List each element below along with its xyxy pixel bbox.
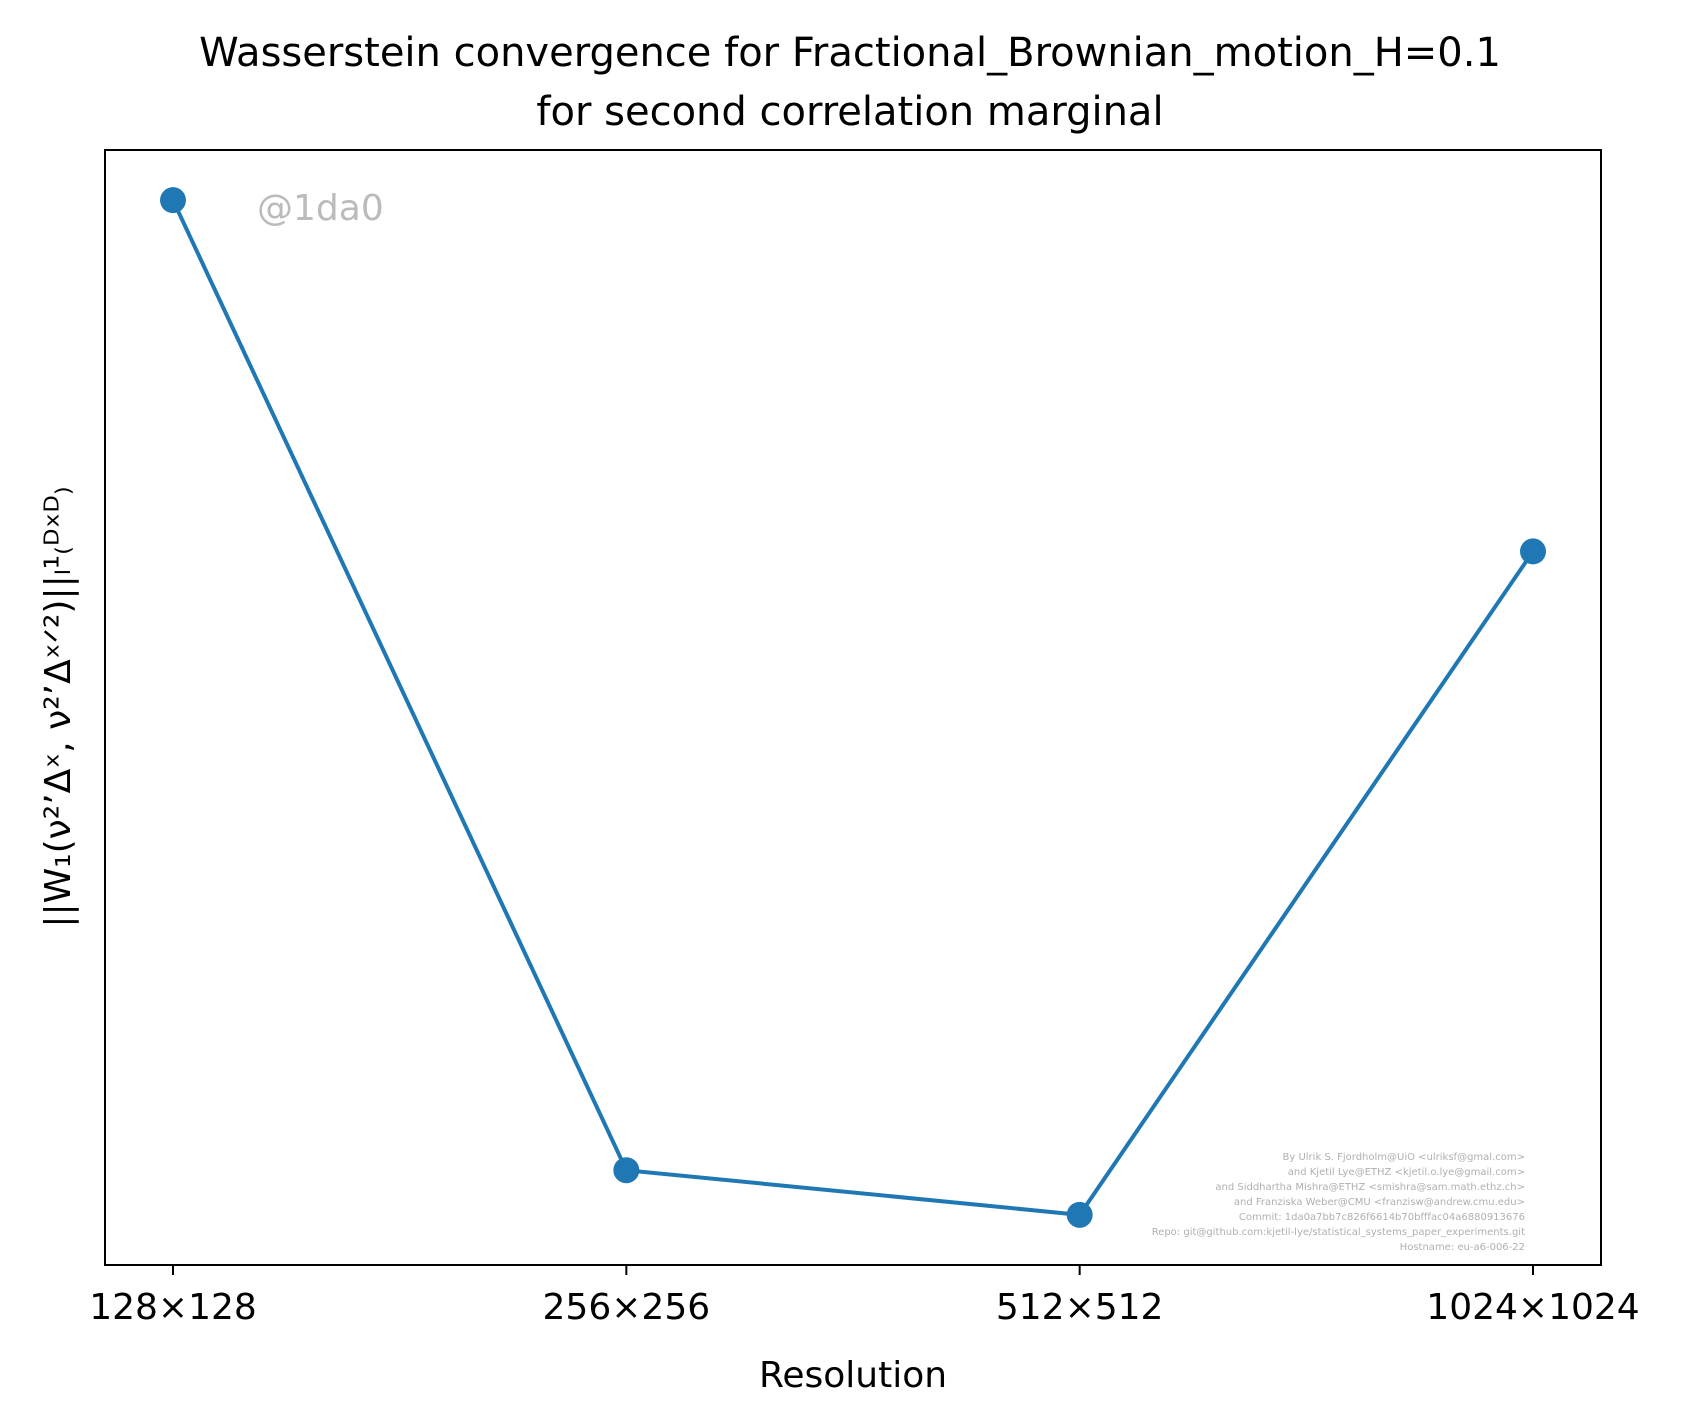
series-group xyxy=(160,187,1546,1228)
credit-line: Repo: git@github.com:kjetil-lye/statisti… xyxy=(1152,1227,1525,1238)
data-point xyxy=(160,187,186,214)
data-point xyxy=(1066,1201,1093,1228)
x-tick-label: 1024×1024 xyxy=(1426,1287,1639,1328)
chart-title-line-2: for second correlation marginal xyxy=(536,89,1163,135)
x-tick-label: 256×256 xyxy=(543,1287,711,1328)
data-point xyxy=(613,1157,640,1184)
x-axis-label: Resolution xyxy=(759,1355,947,1396)
data-point xyxy=(1520,538,1546,565)
credit-line: Commit: 1da0a7bb7c826f6614b70bfffac04a68… xyxy=(1239,1212,1525,1223)
credit-line: and Siddhartha Mishra@ETHZ <smishra@sam.… xyxy=(1215,1182,1525,1193)
chart-title-line-1: Wasserstein convergence for Fractional_B… xyxy=(199,30,1501,76)
credit-line: By Ulrik S. Fjordholm@UiO <ulriksf@gmal.… xyxy=(1283,1152,1526,1163)
plot-area-frame xyxy=(104,149,1602,1266)
x-tick-label: 512×512 xyxy=(996,1287,1164,1328)
credit-line: and Kjetil Lye@ETHZ <kjetil.o.lye@gmail.… xyxy=(1288,1167,1525,1178)
credit-line: and Franziska Weber@CMU <franzisw@andrew… xyxy=(1234,1197,1525,1208)
y-axis-label: ||W₁(ν²ʼΔˣ, ν²ʼΔˣᐟ²)||ₗ¹₍ᴰˣᴰ₎ xyxy=(38,486,79,927)
x-tick-label: 128×128 xyxy=(89,1287,257,1328)
credit-line: Hostname: eu-a6-006-22 xyxy=(1400,1242,1525,1253)
x-axis-ticks: 128×128 256×256 512×512 1024×1024 xyxy=(89,1265,1640,1328)
series-line xyxy=(171,199,1535,1217)
watermark: @1da0 xyxy=(257,188,384,229)
credits-block: By Ulrik S. Fjordholm@UiO <ulriksf@gmal.… xyxy=(1152,1152,1525,1253)
